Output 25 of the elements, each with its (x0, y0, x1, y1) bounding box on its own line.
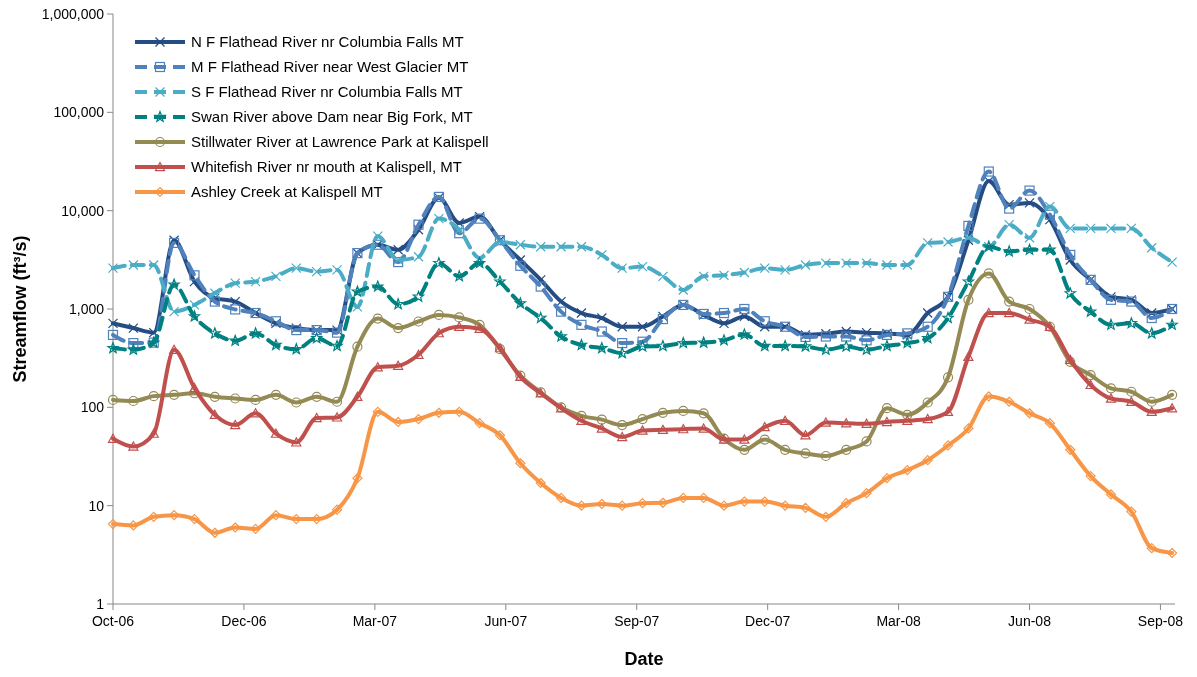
y-tick-label: 100,000 (53, 104, 105, 121)
legend-label: Stillwater River at Lawrence Park at Kalispell (191, 133, 489, 151)
x-tick-label: Mar-07 (352, 613, 398, 629)
legend-label: N F Flathead River nr Columbia Falls MT (191, 33, 464, 51)
x-tick-label: Oct-06 (91, 613, 135, 629)
y-tick-label: 1 (96, 595, 105, 612)
y-tick-label: 10 (88, 497, 105, 514)
x-tick-label: Sep-07 (614, 613, 660, 629)
x-axis-title: Date (624, 649, 664, 669)
legend-label: Swan River above Dam near Big Fork, MT (191, 108, 473, 126)
legend-label: Ashley Creek at Kalispell MT (191, 183, 383, 201)
y-tick-label: 100 (80, 399, 105, 416)
y-tick-label: 10,000 (61, 202, 105, 219)
legend-label: S F Flathead River nr Columbia Falls MT (191, 83, 463, 101)
x-tick-label: Sep-08 (1137, 613, 1184, 629)
x-tick-label: Jun-08 (1008, 613, 1052, 629)
y-tick-label: 1,000,000 (41, 5, 105, 22)
y-axis-title: Streamflow (ft³/s) (10, 235, 30, 383)
x-tick-label: Mar-08 (876, 613, 921, 629)
x-tick-label: Jun-07 (484, 613, 528, 629)
legend-label: M F Flathead River near West Glacier MT (191, 58, 469, 76)
x-tick-label: Dec-06 (221, 613, 267, 629)
x-tick-label: Dec-07 (745, 613, 791, 629)
legend-label: Whitefish River nr mouth at Kalispell, MT (191, 158, 462, 176)
y-tick-label: 1,000 (68, 300, 105, 317)
